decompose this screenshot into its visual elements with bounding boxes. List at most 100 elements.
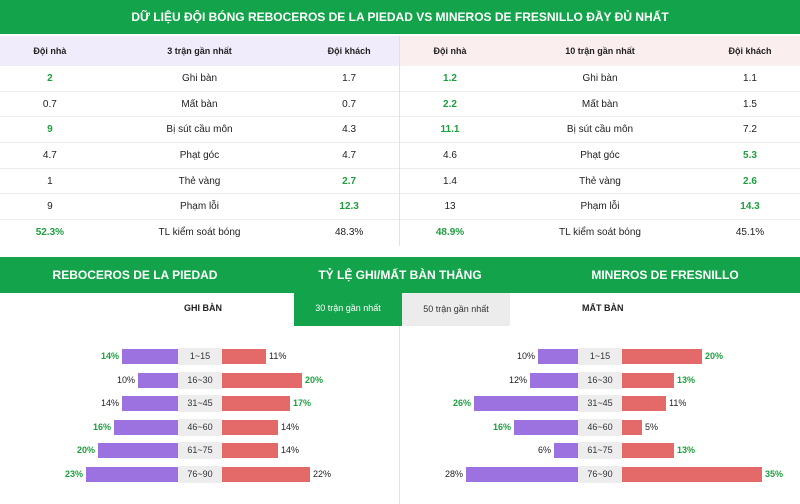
- header-home: Đội nhà: [433, 46, 467, 56]
- minute-range: 16~30: [178, 371, 222, 389]
- left-percent: 20%: [76, 445, 95, 455]
- home-value: 1: [47, 175, 53, 187]
- header-away: Đội khách: [327, 46, 371, 56]
- distribution-row: 12% 16~30 13%: [400, 371, 800, 389]
- minute-range: 31~45: [178, 395, 222, 412]
- stat-row: 1.2 Ghi bàn 1.1: [400, 66, 800, 92]
- header-away: Đội khách: [728, 46, 772, 56]
- stat-row: 0.7 Mất bàn 0.7: [0, 92, 399, 118]
- minute-range: 46~60: [178, 418, 222, 436]
- right-bar: [622, 372, 674, 388]
- right-bar: [222, 443, 278, 458]
- stat-row: 13 Phạm lỗi 14.3: [400, 194, 800, 221]
- minute-range: 76~90: [578, 465, 622, 483]
- tab-50-matches[interactable]: 50 trận gần nhất: [402, 293, 510, 326]
- stats-panel-3-matches: Đội nhà 3 trận gần nhất Đội khách 2 Ghi b…: [0, 36, 400, 246]
- left-bar: [530, 372, 578, 388]
- minute-range: 46~60: [578, 418, 622, 436]
- left-percent: 12%: [508, 374, 527, 385]
- stat-label: Mất bàn: [181, 98, 218, 110]
- away-value: 48.3%: [334, 227, 364, 239]
- stat-label: TL kiểm soát bóng: [559, 227, 641, 239]
- stats-header: Đội nhà 3 trận gần nhất Đội khách: [0, 36, 399, 66]
- home-value: 13: [444, 201, 456, 213]
- left-bar: [474, 396, 578, 411]
- away-value: 0.7: [342, 98, 357, 110]
- stat-label: Phạt góc: [179, 150, 220, 162]
- right-bar: [622, 466, 762, 482]
- stat-label: Ghi bàn: [181, 73, 218, 84]
- stat-row: 9 Phạm lỗi 12.3: [0, 194, 399, 221]
- left-percent: 16%: [92, 421, 111, 432]
- right-percent: 13%: [677, 374, 696, 385]
- minute-range: 61~75: [178, 442, 222, 459]
- away-value: 2.6: [743, 175, 757, 187]
- right-percent: 22%: [313, 468, 332, 479]
- stat-label: Ghi bàn: [582, 73, 618, 84]
- right-percent: 13%: [677, 445, 696, 455]
- right-bar: [622, 396, 666, 411]
- distribution-row: 14% 31~45 17%: [0, 395, 400, 412]
- minute-range: 76~90: [178, 465, 222, 483]
- right-bar: [622, 419, 642, 435]
- minute-range: 1~15: [578, 348, 622, 365]
- home-value: 1.2: [443, 73, 457, 84]
- goal-rate-header: REBOCEROS DE LA PIEDAD TỶ LỆ GHI/MẤT BÀN…: [0, 257, 800, 293]
- stats-panel-10-matches: Đội nhà 10 trận gần nhất Đội khách 1.2 Gh…: [400, 36, 800, 246]
- tab-bar: GHI BÀN 30 trận gần nhất 50 trận gần nhấ…: [0, 291, 800, 326]
- home-value: 9: [47, 201, 53, 213]
- away-value: 14.3: [740, 201, 760, 213]
- right-percent: 35%: [765, 468, 784, 479]
- right-percent: 11%: [269, 351, 287, 361]
- stat-label: Phạm lỗi: [180, 201, 219, 213]
- left-percent: 14%: [100, 351, 119, 361]
- left-bar: [514, 419, 578, 435]
- stat-row: 2.2 Mất bàn 1.5: [400, 92, 800, 118]
- right-bar: [222, 372, 302, 388]
- distribution-row: 10% 16~30 20%: [0, 371, 400, 389]
- stat-row: 4.7 Phạt góc 4.7: [0, 143, 399, 169]
- home-value: 4.7: [42, 150, 57, 162]
- stats-comparison: Đội nhà 3 trận gần nhất Đội khách 2 Ghi b…: [0, 36, 800, 246]
- left-bar: [114, 419, 178, 435]
- away-goal-distribution: 10% 1~15 20% 12% 16~30 13% 26% 31~45 11% 16% 46~60…: [400, 326, 800, 504]
- header-period: 3 trận gần nhất: [167, 46, 232, 56]
- left-bar: [86, 466, 178, 482]
- left-bar: [538, 349, 578, 364]
- left-percent: 6%: [537, 445, 551, 455]
- away-value: 5.3: [743, 150, 757, 162]
- home-value: 2.2: [443, 98, 457, 110]
- home-value: 9: [47, 124, 53, 136]
- stat-label: Bị sút cầu môn: [566, 124, 634, 136]
- left-bar: [122, 349, 178, 364]
- stat-row: 48.9% TL kiểm soát bóng 45.1%: [400, 220, 800, 246]
- home-goal-distribution: 14% 1~15 11% 10% 16~30 20% 14% 31~45 17% 16% 46~60…: [0, 326, 400, 504]
- distribution-row: 16% 46~60 5%: [400, 418, 800, 436]
- right-percent: 14%: [281, 421, 300, 432]
- home-value: 2: [47, 73, 53, 84]
- right-percent: 20%: [305, 374, 324, 385]
- goal-distribution: 14% 1~15 11% 10% 16~30 20% 14% 31~45 17% 16% 46~60…: [0, 326, 800, 504]
- away-value: 7.2: [743, 124, 757, 136]
- stat-label: Mất bàn: [581, 98, 619, 110]
- distribution-row: 20% 61~75 14%: [0, 442, 400, 459]
- away-value: 4.7: [342, 150, 357, 162]
- tab-30-matches[interactable]: 30 trận gần nhất: [294, 291, 402, 326]
- distribution-row: 16% 46~60 14%: [0, 418, 400, 436]
- distribution-row: 26% 31~45 11%: [400, 395, 800, 412]
- stat-row: 11.1 Bị sút cầu môn 7.2: [400, 117, 800, 144]
- away-value: 12.3: [339, 201, 359, 213]
- away-value: 45.1%: [735, 227, 765, 239]
- stat-row: 1 Thẻ vàng 2.7: [0, 169, 399, 195]
- stat-label: Phạm lỗi: [580, 201, 620, 213]
- away-value: 1.7: [342, 73, 357, 84]
- minute-range: 16~30: [578, 371, 622, 389]
- left-bar: [554, 443, 578, 458]
- right-percent: 11%: [669, 398, 687, 408]
- left-bar: [98, 443, 178, 458]
- stat-label: TL kiểm soát bóng: [158, 227, 241, 239]
- right-bar: [222, 466, 310, 482]
- stat-row: 2 Ghi bàn 1.7: [0, 66, 399, 92]
- right-bar: [622, 349, 702, 364]
- right-bar: [622, 443, 674, 458]
